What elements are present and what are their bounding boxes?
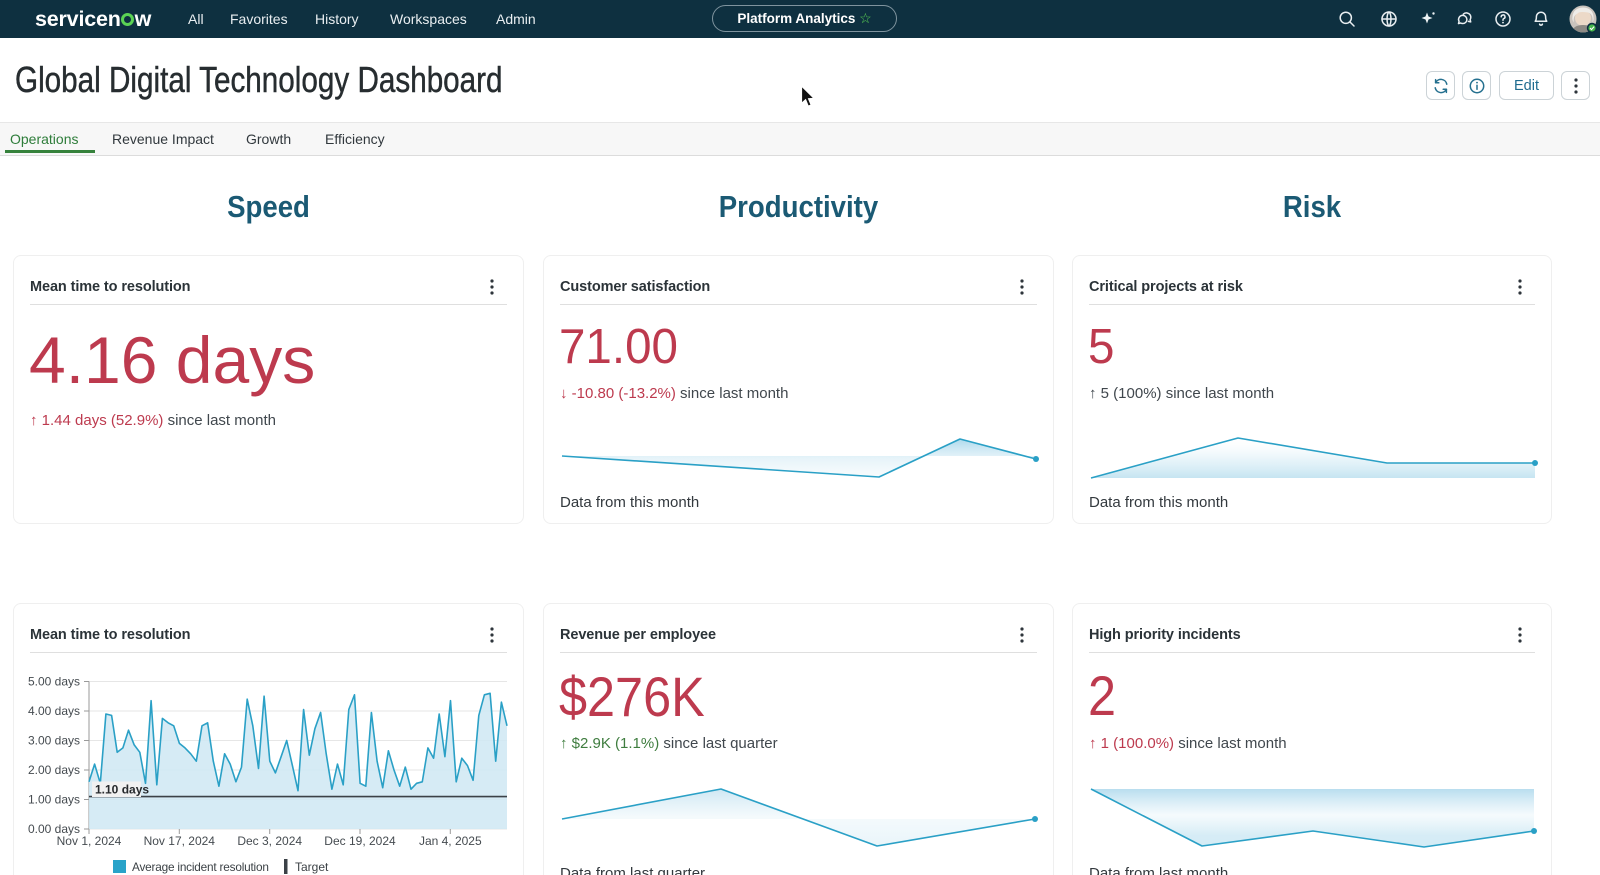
svg-text:1.00 days: 1.00 days (28, 793, 80, 807)
svg-text:Dec 3, 2024: Dec 3, 2024 (237, 834, 302, 848)
svg-text:Target: Target (295, 860, 329, 874)
svg-text:Dec 19, 2024: Dec 19, 2024 (324, 834, 396, 848)
svg-text:Average incident resolution: Average incident resolution (132, 860, 269, 874)
svg-text:3.00 days: 3.00 days (28, 734, 80, 748)
svg-text:0.00 days: 0.00 days (28, 822, 80, 836)
svg-text:5.00 days: 5.00 days (28, 675, 80, 689)
svg-text:4.00 days: 4.00 days (28, 704, 80, 718)
svg-text:Nov 1, 2024: Nov 1, 2024 (57, 834, 122, 848)
svg-text:Jan 4, 2025: Jan 4, 2025 (419, 834, 482, 848)
svg-text:1.10 days: 1.10 days (95, 783, 149, 797)
svg-text:Nov 17, 2024: Nov 17, 2024 (144, 834, 216, 848)
svg-text:2.00 days: 2.00 days (28, 763, 80, 777)
